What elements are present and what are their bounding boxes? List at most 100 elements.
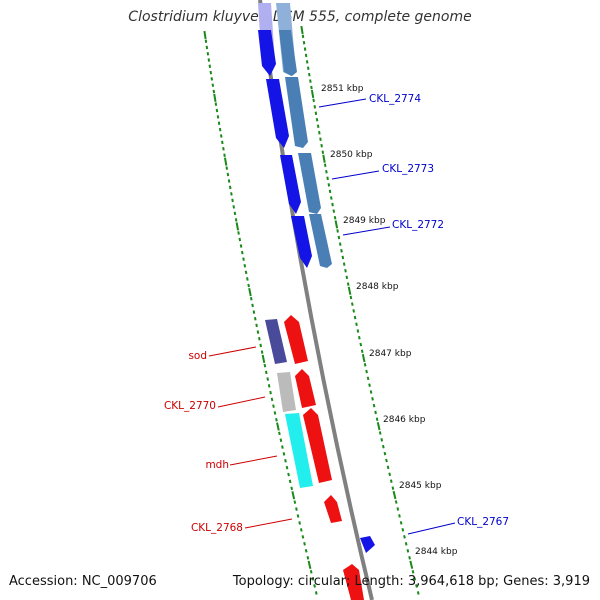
tick-mark <box>251 303 254 308</box>
tick-mark <box>363 363 367 367</box>
tick-mark <box>287 472 290 477</box>
tick-mark <box>293 500 297 504</box>
tick-mark <box>381 444 385 449</box>
tick-mark <box>309 79 312 83</box>
gene-arrow[interactable] <box>280 155 301 214</box>
tick-mark <box>375 417 379 422</box>
tick-mark <box>380 438 384 442</box>
tick-mark <box>264 370 268 375</box>
tick-mark <box>223 157 228 166</box>
gene-arrow[interactable] <box>360 536 375 553</box>
tick-mark <box>320 143 323 148</box>
tick-mark <box>304 549 308 553</box>
tick-mark <box>311 577 315 581</box>
accession-text: Accession: NC_009706 <box>9 574 157 589</box>
kbp-label: 2851 kbp <box>321 84 364 94</box>
tick-mark <box>255 323 258 328</box>
tick-mark <box>282 452 286 456</box>
gene-arrow[interactable] <box>295 369 316 408</box>
gene-arrow[interactable] <box>309 214 332 268</box>
tick-mark <box>340 249 343 253</box>
tick-mark <box>227 179 231 183</box>
tick-mark <box>409 560 414 569</box>
tick-mark <box>371 397 374 401</box>
gene-arrow[interactable] <box>258 30 276 76</box>
tick-mark <box>389 479 393 483</box>
tick-mark <box>304 53 308 58</box>
tick-mark <box>256 330 260 334</box>
gene-arrow[interactable] <box>285 77 308 148</box>
kbp-label: 2844 kbp <box>415 547 458 557</box>
tick-mark <box>406 549 410 553</box>
gene-arrow[interactable] <box>324 495 342 523</box>
kbp-label: 2850 kbp <box>330 150 373 160</box>
tick-mark <box>217 121 221 125</box>
tick-mark <box>352 309 355 313</box>
gene-arrow[interactable] <box>298 153 321 214</box>
tick-mark <box>307 560 312 569</box>
tick-mark <box>216 115 220 119</box>
tick-mark <box>223 153 226 157</box>
tick-mark <box>306 556 310 560</box>
gene-label[interactable]: mdh <box>205 459 229 471</box>
kbp-label: 2847 kbp <box>369 349 412 359</box>
tick-mark <box>259 343 263 348</box>
gene-label[interactable]: CKL_2767 <box>457 516 509 528</box>
gene-arrow[interactable] <box>279 30 297 76</box>
gene-arrow[interactable] <box>343 564 364 600</box>
gene-label[interactable]: sod <box>188 350 207 362</box>
tick-mark <box>318 130 321 135</box>
tick-mark <box>336 229 339 233</box>
gene-arrow[interactable] <box>303 408 332 483</box>
tick-mark <box>345 275 349 280</box>
tick-mark <box>301 34 305 39</box>
tick-mark <box>408 556 411 560</box>
tick-mark <box>338 242 342 246</box>
tick-mark <box>281 445 284 449</box>
tick-mark <box>258 336 261 341</box>
gene-arrow[interactable] <box>277 372 296 412</box>
tick-mark <box>349 295 353 300</box>
tick-mark <box>278 431 281 436</box>
tick-mark <box>310 89 315 99</box>
tick-mark <box>323 163 327 167</box>
gene-arrow[interactable] <box>285 413 313 488</box>
gene-label[interactable]: CKL_2774 <box>369 93 421 105</box>
tick-mark <box>237 231 240 235</box>
gene-label[interactable]: CKL_2768 <box>191 522 243 534</box>
tick-mark <box>366 376 370 381</box>
tick-mark <box>376 422 381 431</box>
inner-tick-track <box>203 30 318 595</box>
tick-mark <box>403 535 406 539</box>
tick-mark <box>230 192 233 196</box>
tick-mark <box>356 329 360 333</box>
tick-mark <box>385 458 388 463</box>
label-leaders <box>208 98 456 535</box>
tick-mark <box>386 465 390 470</box>
tick-mark <box>222 147 225 151</box>
tick-mark <box>260 350 264 354</box>
tick-mark <box>228 185 232 190</box>
tick-mark <box>394 500 398 504</box>
tick-mark <box>291 491 296 500</box>
gene-label[interactable]: CKL_2773 <box>382 163 434 175</box>
tick-mark <box>413 577 417 581</box>
tick-mark <box>388 472 392 477</box>
tick-mark <box>391 486 395 490</box>
tick-mark <box>279 438 283 442</box>
tick-mark <box>276 422 280 431</box>
tick-mark <box>267 384 271 388</box>
tick-mark <box>316 124 320 128</box>
tick-mark <box>219 134 223 138</box>
tick-mark <box>372 403 376 408</box>
gene-arrow[interactable] <box>284 315 308 364</box>
tick-mark <box>302 40 306 45</box>
gene-label[interactable]: CKL_2772 <box>392 219 444 231</box>
map-title: Clostridium kluyveri DSM 555, complete g… <box>128 9 472 25</box>
outer-tick-track <box>300 25 420 595</box>
gene-label[interactable]: CKL_2770 <box>164 400 216 412</box>
tick-mark <box>313 584 316 588</box>
gene-arrow[interactable] <box>291 216 312 268</box>
gene-arrow[interactable] <box>266 79 289 148</box>
gene-arrow[interactable] <box>265 319 287 364</box>
